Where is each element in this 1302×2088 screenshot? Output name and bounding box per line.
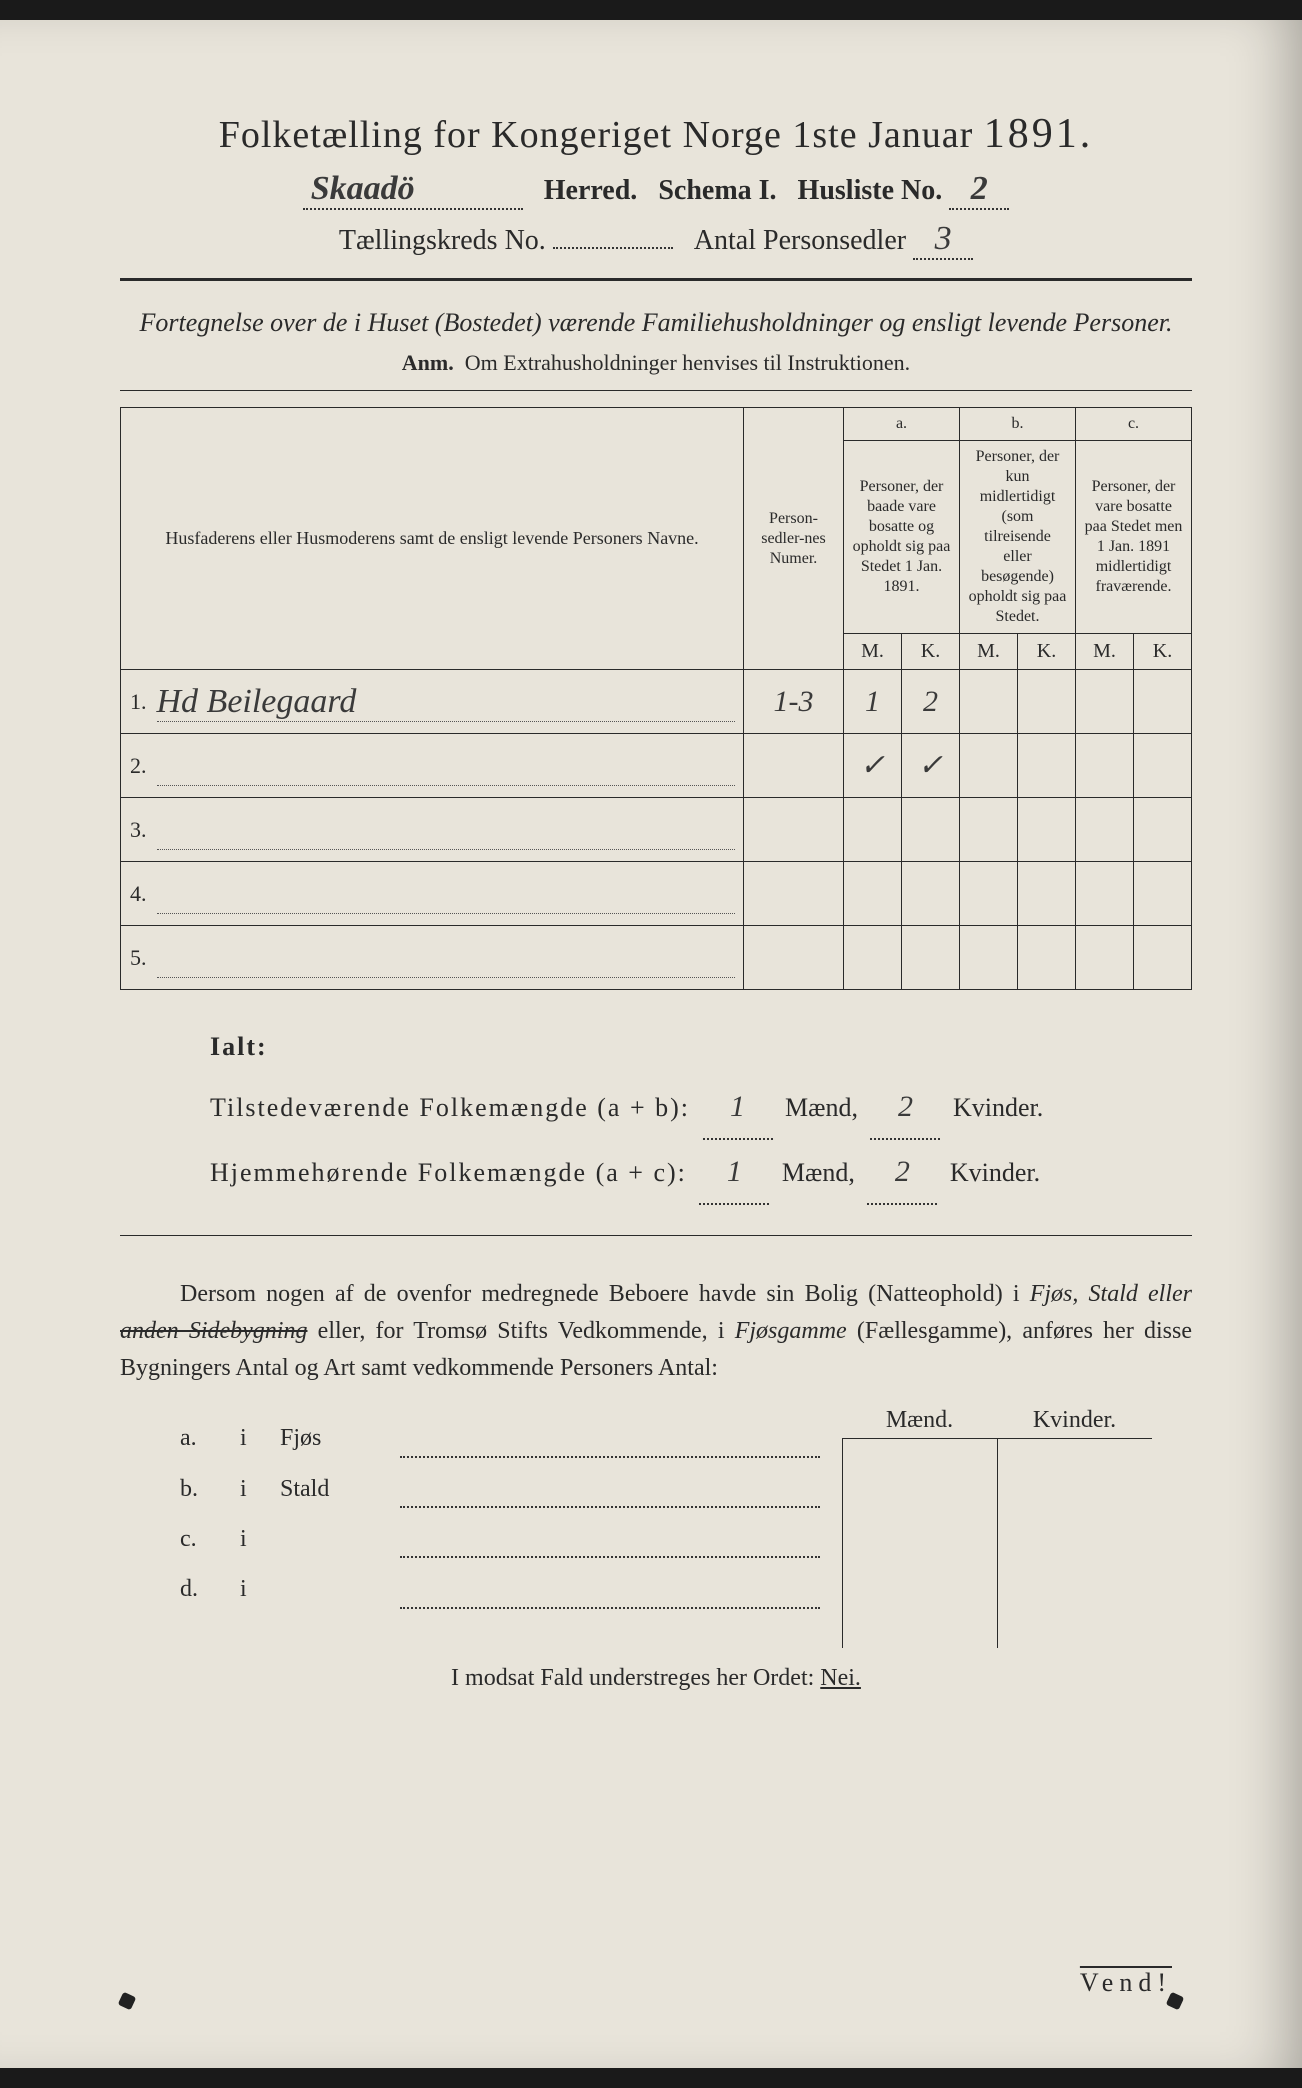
household-table: Husfaderens eller Husmoderens samt de en… (120, 407, 1192, 990)
ink-mark (118, 1992, 137, 2011)
paragraph: Dersom nogen af de ovenfor medregnede Be… (120, 1276, 1192, 1388)
kreds-no (553, 247, 673, 249)
subtitle: Fortegnelse over de i Huset (Bostedet) v… (120, 305, 1192, 340)
col-c: Personer, der vare bosatte paa Stedet me… (1076, 441, 1192, 634)
divider (120, 278, 1192, 281)
divider-thin-2 (120, 1235, 1192, 1236)
census-form-page: Folketælling for Kongeriget Norge 1ste J… (0, 20, 1302, 2068)
header-line-2: Skaadö Herred. Schema I. Husliste No. 2 (120, 170, 1192, 210)
vend-label: Vend! (1080, 1968, 1172, 1998)
col-b: Personer, der kun midlertidigt (som tilr… (960, 441, 1076, 634)
col-a: Personer, der baade vare bosatte og opho… (844, 441, 960, 634)
col-b-top: b. (960, 408, 1076, 441)
table-row: 5. (121, 926, 1192, 990)
col-nums: Person-sedler-nes Numer. (744, 408, 844, 670)
husliste-no: 2 (949, 170, 1009, 210)
divider-thin (120, 390, 1192, 391)
anm-note: Anm. Om Extrahusholdninger henvises til … (120, 350, 1192, 376)
table-row: 3. (121, 798, 1192, 862)
table-row: 2.✓✓ (121, 734, 1192, 798)
antal-personsedler: 3 (913, 220, 973, 260)
col-names: Husfaderens eller Husmoderens samt de en… (121, 408, 744, 670)
mk-grid: Mænd. Kvinder. (842, 1407, 1152, 1648)
totals-block: Ialt: Tilstedeværende Folkemængde (a + b… (210, 1020, 1192, 1205)
col-c-top: c. (1076, 408, 1192, 441)
main-title: Folketælling for Kongeriget Norge 1ste J… (120, 110, 1192, 158)
bottom-line: I modsat Fald understreges her Ordet: Ne… (120, 1665, 1192, 1692)
herred-name: Skaadö (303, 170, 523, 210)
table-row: 4. (121, 862, 1192, 926)
header-line-3: Tællingskreds No. Antal Personsedler 3 (120, 220, 1192, 260)
table-row: 1.Hd Beilegaard1-312 (121, 670, 1192, 734)
col-a-top: a. (844, 408, 960, 441)
tilstedevaerende: Tilstedeværende Folkemængde (a + b): 1 M… (210, 1075, 1192, 1140)
hjemmehorende: Hjemmehørende Folkemængde (a + c): 1 Mæn… (210, 1140, 1192, 1205)
abcd-section: Mænd. Kvinder. a.iFjøsb.iStaldc.id.i (120, 1413, 1192, 1615)
